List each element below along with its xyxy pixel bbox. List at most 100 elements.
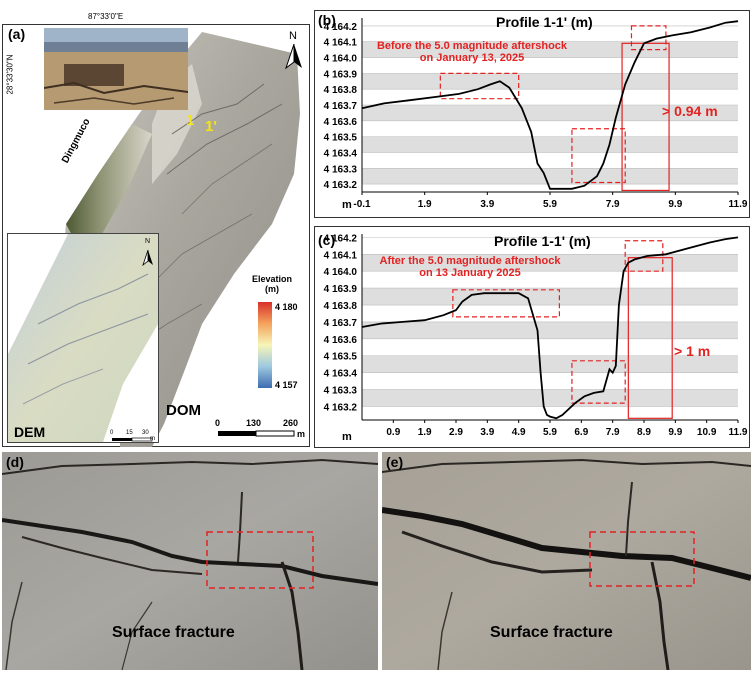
highlight-box xyxy=(624,240,664,272)
x-tick-label: 2.9 xyxy=(449,427,463,438)
panel-c-annotation-line1: After the 5.0 magnitude aftershock xyxy=(379,255,561,267)
x-tick-label: 9.9 xyxy=(668,199,682,210)
y-tick-label: 4 164.1 xyxy=(324,38,358,49)
panel-d-tag: (d) xyxy=(6,454,24,470)
x-tick-label: 6.9 xyxy=(574,427,588,438)
x-tick-label: -0.1 xyxy=(353,199,371,210)
grid-band xyxy=(362,136,738,153)
dem-north-arrow-icon xyxy=(142,249,153,266)
surface-fracture-photo-d xyxy=(2,452,378,670)
grid-band xyxy=(362,105,738,121)
y-tick-label: 4 163.7 xyxy=(324,318,358,329)
y-tick-label: 4 164.2 xyxy=(324,22,358,33)
latitude-label: 28°33'30"N xyxy=(5,54,15,95)
y-tick-label: 4 163.6 xyxy=(324,335,358,346)
y-tick-label: 4 163.9 xyxy=(324,69,358,80)
x-tick-label: 5.9 xyxy=(543,199,557,210)
y-tick-label: 4 163.2 xyxy=(324,402,358,413)
offset-bracket xyxy=(627,257,673,419)
grid-band xyxy=(362,41,738,58)
x-tick-label: 0.9 xyxy=(386,427,400,438)
legend-min-label: 4 157 xyxy=(275,380,298,390)
legend-title: Elevation (m) xyxy=(248,274,296,294)
profile-line xyxy=(361,236,739,420)
panel-c-annotation: After the 5.0 magnitude aftershock on 13… xyxy=(370,255,570,279)
panel-b-annotation: Before the 5.0 magnitude aftershock on J… xyxy=(372,40,572,64)
y-tick-label: 4 164.0 xyxy=(324,267,358,278)
y-tick-label: 4 163.7 xyxy=(324,101,358,112)
surface-fracture-photo-e xyxy=(382,452,751,670)
x-tick-label: 1.9 xyxy=(418,199,432,210)
panel-e-tag: (e) xyxy=(386,454,404,470)
x-tick-label: 1.9 xyxy=(418,427,432,438)
dem-north-label: N xyxy=(145,238,151,245)
longitude-label: 87°33'0"E xyxy=(88,12,124,21)
scale-main-unit: m xyxy=(297,429,306,439)
y-tick-label: 4 163.8 xyxy=(324,301,358,312)
panel-a-tag: (a) xyxy=(8,26,26,42)
highlight-box xyxy=(452,289,561,318)
grid-band xyxy=(362,168,738,185)
panel-c-xlabel: m xyxy=(342,431,352,443)
dem-label: DEM xyxy=(14,424,46,440)
north-arrow-icon xyxy=(285,43,302,70)
x-tick-label: 7.9 xyxy=(606,199,620,210)
y-tick-label: 4 164.1 xyxy=(324,250,358,261)
scale-main-tick-0: 0 xyxy=(215,418,221,428)
grid-band xyxy=(362,389,738,407)
grid-band xyxy=(362,254,738,272)
main-scale-bar xyxy=(218,430,295,437)
highlight-box xyxy=(439,72,520,100)
scale-main-tick-2: 260 xyxy=(283,418,299,428)
panel-b-offset-label: > 0.94 m xyxy=(662,103,718,119)
x-tick-label: 8.9 xyxy=(637,427,651,438)
x-tick-label: 10.9 xyxy=(697,427,717,438)
profile-start-label: 1 xyxy=(186,112,195,129)
profile-line xyxy=(361,20,739,190)
grid-band xyxy=(362,288,738,306)
highlight-box xyxy=(571,360,626,404)
y-tick-label: 4 163.6 xyxy=(324,117,358,128)
x-tick-label: 9.9 xyxy=(668,427,682,438)
panel-b-tag: (b) xyxy=(318,12,336,28)
panel-c-annotation-line2: on 13 January 2025 xyxy=(419,267,521,279)
field-photo-inset xyxy=(44,28,188,110)
panel-e-label: Surface fracture xyxy=(490,624,613,641)
x-tick-label: 3.9 xyxy=(480,427,494,438)
scale-dem-tick-0: 0 xyxy=(110,430,114,436)
y-tick-label: 4 163.8 xyxy=(324,85,358,96)
x-tick-label: 11.9 xyxy=(729,199,748,210)
panel-b-annotation-line1: Before the 5.0 magnitude aftershock xyxy=(376,40,568,52)
legend-max-label: 4 180 xyxy=(275,302,298,312)
x-tick-label: 7.9 xyxy=(606,427,620,438)
dom-label: DOM xyxy=(166,402,201,419)
panel-c-frame xyxy=(314,226,750,448)
panel-b-annotation-line2: on January 13, 2025 xyxy=(419,52,525,64)
grid-band xyxy=(362,321,738,339)
legend-title-line1: Elevation xyxy=(251,274,292,284)
panel-c-offset-label: > 1 m xyxy=(674,343,711,359)
x-tick-label: 11.9 xyxy=(729,427,748,438)
scale-main-tick-1: 130 xyxy=(246,418,262,428)
y-tick-label: 4 163.5 xyxy=(324,133,358,144)
panel-b-xlabel: m xyxy=(342,199,352,211)
dem-hillshade xyxy=(8,234,158,442)
highlight-box xyxy=(630,25,667,51)
y-tick-label: 4 163.5 xyxy=(324,352,358,363)
x-tick-label: 4.9 xyxy=(512,427,526,438)
x-tick-label: 5.9 xyxy=(543,427,557,438)
y-tick-label: 4 163.4 xyxy=(324,369,358,380)
dem-scale-bar xyxy=(112,437,153,442)
grid-band xyxy=(362,355,738,373)
north-label: N xyxy=(289,30,297,42)
y-tick-label: 4 164.0 xyxy=(324,54,358,65)
profile-end-label: 1' xyxy=(205,118,217,135)
scale-dem-tick-2: 30 xyxy=(142,430,149,436)
panel-b-title: Profile 1-1' (m) xyxy=(496,14,593,30)
y-tick-label: 4 163.2 xyxy=(324,180,358,191)
elevation-legend-ramp xyxy=(258,302,272,388)
highlight-box xyxy=(571,128,626,184)
panel-b-frame xyxy=(314,10,750,218)
y-tick-label: 4 163.3 xyxy=(324,164,358,175)
legend-title-line2: (m) xyxy=(265,284,279,294)
